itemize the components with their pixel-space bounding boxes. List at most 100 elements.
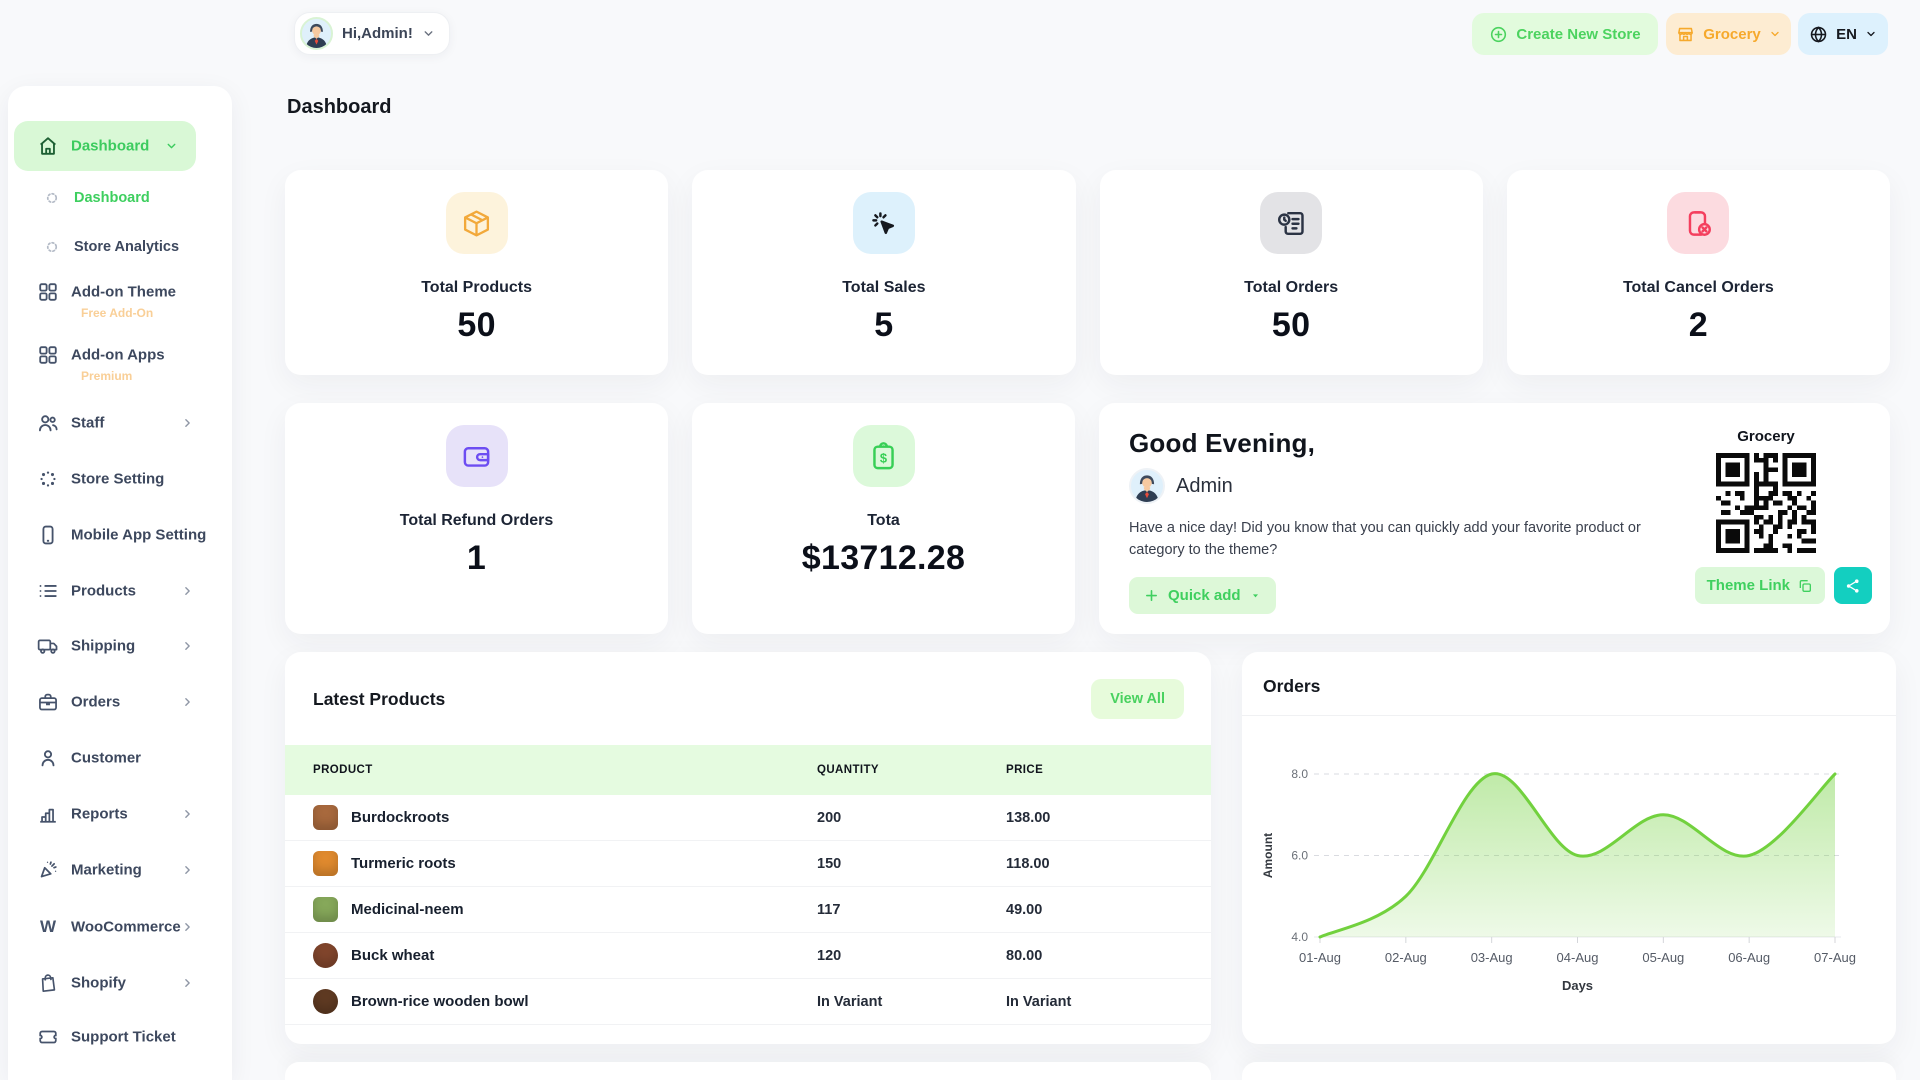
sidebar-item-shipping[interactable]: Shipping [8,624,232,668]
column-header-product: PRODUCT [313,764,373,776]
partial-card [285,1062,1211,1080]
stat-label: Total Products [421,279,533,296]
user-menu[interactable]: Hi,Admin! [294,12,450,55]
chevron-right-icon [181,808,194,821]
product-quantity: 117 [817,901,841,918]
column-header-quantity: QUANTITY [817,764,879,776]
sidebar-item-staff[interactable]: Staff [8,401,232,445]
product-price: 49.00 [1006,901,1043,918]
stats-row-2: Total Refund Orders 1 $ Tota $13712.28 Go… [285,403,1890,634]
product-price: 80.00 [1006,947,1043,964]
stat-label: Total Cancel Orders [1622,279,1774,296]
product-row-medicinal-neem[interactable]: Medicinal-neem 117 49.00 [285,887,1211,933]
stat-card-total-products: Total Products 50 [285,170,669,375]
woo-icon: W [39,917,57,936]
qr-store-name: Grocery [1737,428,1795,445]
wallet-icon [445,425,508,487]
sidebar-item-dashboard[interactable]: Dashboard [14,121,196,171]
sidebar-item-shopify[interactable]: Shopify [8,961,232,1005]
chevron-right-icon [181,977,194,990]
sidebar-item-store-analytics-sub[interactable]: Store Analytics [8,225,232,269]
sidebar-item-reports[interactable]: Reports [8,792,232,836]
sidebar-item-label: Dashboard [74,190,150,206]
product-row-buck-wheat[interactable]: Buck wheat 120 80.00 [285,933,1211,979]
sidebar-item-add-on-theme[interactable]: Add-on Theme Free Add-On [8,270,232,320]
stat-card-total-orders: Total Orders 50 [1099,170,1483,375]
product-row-turmeric-roots[interactable]: Turmeric roots 150 118.00 [285,841,1211,887]
phone-cancel-icon [1667,192,1730,254]
chevron-right-icon [181,640,194,653]
svg-text:03-Aug: 03-Aug [1471,950,1513,965]
products-table-header: PRODUCT QUANTITY PRICE [285,745,1211,795]
store-icon [1676,25,1695,44]
product-thumbnail [313,943,338,968]
sidebar-item-add-on-apps[interactable]: Add-on Apps Premium [8,333,232,383]
svg-text:05-Aug: 05-Aug [1642,950,1684,965]
quick-add-button[interactable]: Quick add [1129,576,1276,614]
user-icon [37,747,59,769]
product-thumbnail [313,989,338,1014]
product-name: Medicinal-neem [351,901,464,918]
orders-chart-card: Orders 8.0 6.0 4.0 01-Aug 02-Aug 03-Aug 04-Aug… [1242,652,1896,1044]
chevron-down-icon [422,27,435,40]
sidebar-item-support-ticket[interactable]: Support Ticket [8,1015,232,1059]
theme-link-button[interactable]: Theme Link [1694,567,1825,604]
sidebar-item-woocommerce[interactable]: W WooCommerce [8,905,232,949]
sidebar-item-orders[interactable]: Orders [8,680,232,724]
chevron-down-icon [165,140,178,153]
orders-area-chart: 8.0 6.0 4.0 01-Aug 02-Aug 03-Aug 04-Aug 05-Aug 0… [1261,767,1856,993]
cursor-click-icon [852,192,915,254]
sidebar-item-dashboard-sub[interactable]: Dashboard [8,176,232,220]
store-selector-button[interactable]: Grocery [1666,13,1791,55]
sidebar-item-label: Dashboard [71,137,150,155]
language-selector-button[interactable]: EN [1798,13,1888,55]
sidebar-item-marketing[interactable]: Marketing [8,848,232,892]
copy-icon [1797,578,1813,594]
sidebar-item-label: Add-on Theme [71,283,176,301]
mobile-icon [37,524,59,546]
product-quantity: 200 [817,809,842,826]
greeting-title: Good Evening, [1129,428,1316,458]
sidebar-item-mobile-app-setting[interactable]: Mobile App Setting [8,513,232,557]
home-icon [37,135,59,157]
view-all-button[interactable]: View All [1091,679,1184,719]
sidebar-item-label: Products [71,582,137,600]
page-title: Dashboard [287,96,392,118]
share-button[interactable] [1834,567,1872,604]
latest-products-card: Latest Products View All PRODUCT QUANTITY… [285,652,1211,1044]
grid-icon [37,344,59,366]
ticket-icon [37,1026,59,1048]
stat-label: Tota [867,512,900,529]
chevron-down-icon [1769,28,1781,40]
product-thumbnail [313,897,338,922]
sidebar-item-store-setting[interactable]: Store Setting [8,457,232,501]
sidebar-item-customer[interactable]: Customer [8,736,232,780]
sidebar-item-label: Support Ticket [71,1028,176,1046]
product-name: Turmeric roots [351,855,456,872]
product-name: Buck wheat [351,947,435,964]
caret-down-icon [1250,590,1261,601]
share-icon [1844,577,1862,595]
product-row-burdockroots[interactable]: Burdockroots 200 138.00 [285,795,1211,841]
product-row-brown-rice-wooden-bowl[interactable]: Brown-rice wooden bowl In Variant In Var… [285,979,1211,1025]
quick-add-label: Quick add [1168,586,1241,604]
theme-link-label: Theme Link [1706,577,1790,594]
greeting-message: Have a nice day! Did you know that you c… [1129,520,1641,559]
sidebar-item-badge: Free Add-On [81,306,154,320]
product-price: 118.00 [1006,855,1050,872]
sidebar-item-label: Orders [71,693,121,711]
avatar [300,17,333,50]
spinner-icon [46,192,58,204]
stat-value: 2 [1688,306,1708,344]
sidebar-item-products[interactable]: Products [8,569,232,613]
svg-text:04-Aug: 04-Aug [1557,950,1599,965]
sidebar-item-badge: Premium [81,369,133,383]
chevron-right-icon [181,696,194,709]
plus-circle-icon [1489,25,1508,44]
create-new-store-button[interactable]: Create New Store [1472,13,1658,55]
svg-text:Days: Days [1562,978,1593,993]
stats-row-1: Total Products 50 Total Sales 5 Total Or… [285,170,1890,375]
sidebar-item-label: Marketing [71,861,142,879]
spinner-icon [46,241,58,253]
dots-circle-icon [37,468,59,490]
